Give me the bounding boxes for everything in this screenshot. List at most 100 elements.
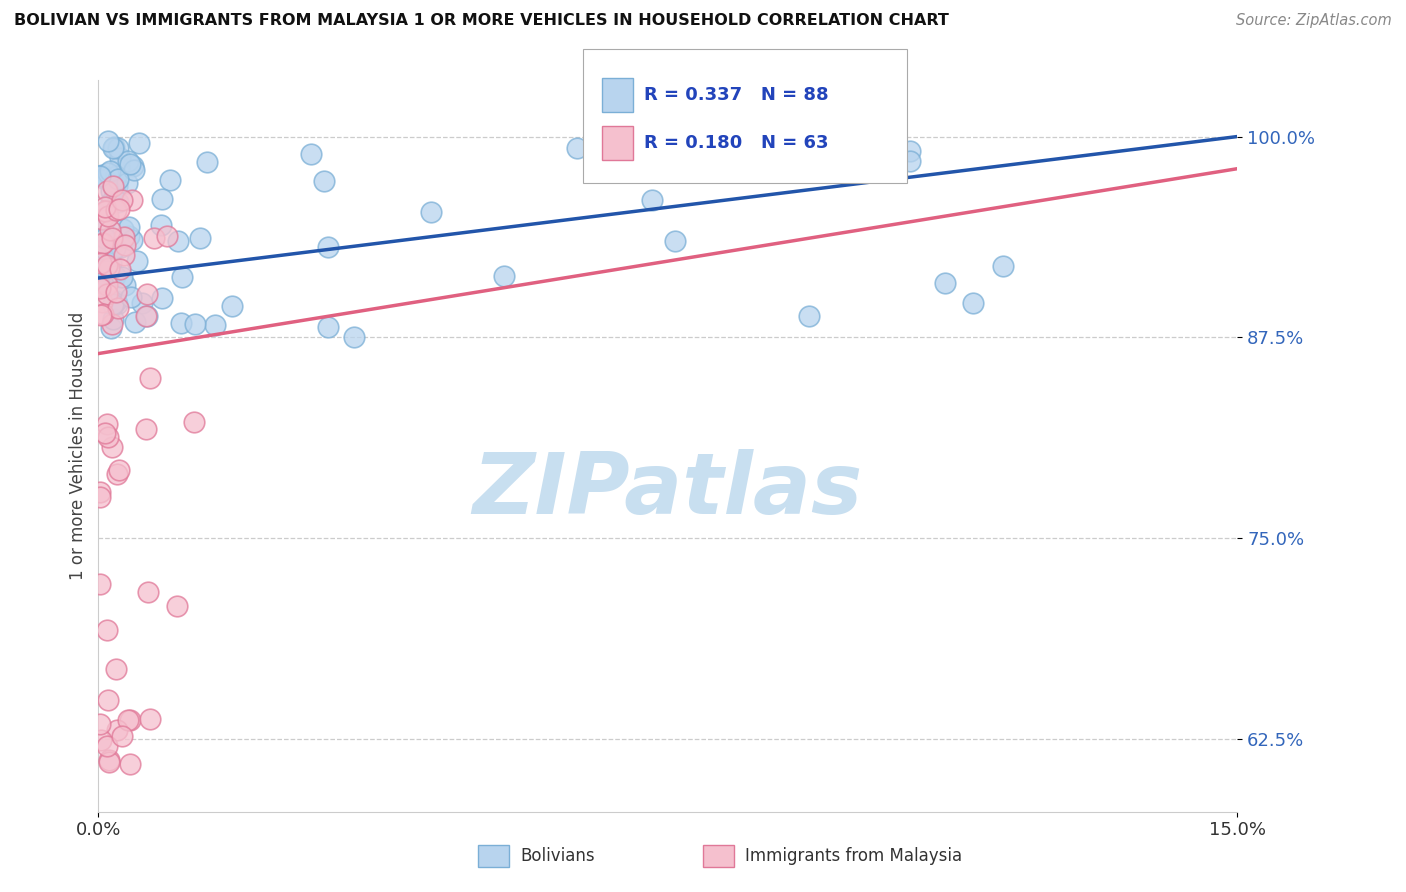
Point bbox=[97, 166, 120, 180]
Point bbox=[90, 212, 112, 227]
Point bbox=[127, 253, 149, 268]
Point bbox=[104, 294, 127, 309]
Point bbox=[101, 311, 124, 326]
Point bbox=[115, 176, 138, 190]
Point bbox=[100, 195, 122, 210]
Point bbox=[641, 193, 664, 207]
Point bbox=[114, 238, 136, 252]
Point bbox=[818, 131, 841, 145]
Point bbox=[112, 248, 135, 262]
Point bbox=[111, 194, 134, 208]
Point bbox=[105, 467, 128, 481]
Point bbox=[110, 240, 132, 254]
Point bbox=[170, 316, 193, 330]
Point bbox=[221, 299, 243, 313]
Point bbox=[120, 714, 142, 728]
Point bbox=[91, 295, 114, 310]
Point bbox=[101, 317, 124, 331]
Point bbox=[170, 270, 193, 285]
Point bbox=[103, 235, 125, 250]
Point bbox=[100, 184, 122, 198]
Point bbox=[96, 258, 118, 272]
Point bbox=[90, 277, 112, 291]
Point bbox=[91, 168, 114, 182]
Point bbox=[96, 286, 118, 301]
Point bbox=[120, 157, 142, 171]
Point bbox=[121, 233, 143, 247]
Point bbox=[120, 756, 142, 771]
Point bbox=[135, 422, 157, 436]
Point bbox=[96, 207, 118, 221]
Point bbox=[105, 169, 128, 183]
Point bbox=[89, 280, 111, 294]
Point bbox=[135, 309, 157, 323]
Point bbox=[93, 204, 115, 219]
Point bbox=[117, 228, 139, 243]
Point bbox=[184, 317, 207, 331]
Point bbox=[120, 290, 142, 304]
Point bbox=[96, 623, 118, 637]
Point bbox=[900, 154, 922, 169]
Point bbox=[131, 296, 153, 310]
Point bbox=[89, 263, 111, 277]
Point bbox=[105, 297, 128, 311]
Point bbox=[100, 231, 122, 245]
Point bbox=[934, 276, 956, 290]
Point bbox=[107, 195, 129, 210]
Point bbox=[105, 723, 128, 737]
Point bbox=[89, 279, 111, 293]
Point bbox=[104, 241, 127, 255]
Point bbox=[105, 179, 128, 194]
Point bbox=[121, 159, 143, 173]
Point bbox=[93, 230, 115, 244]
Point bbox=[107, 202, 129, 216]
Point bbox=[98, 753, 121, 767]
Point bbox=[124, 315, 146, 329]
Point bbox=[314, 174, 336, 188]
Point bbox=[96, 739, 118, 753]
Point bbox=[167, 234, 190, 248]
Point bbox=[105, 662, 128, 676]
Point bbox=[96, 277, 118, 292]
Point bbox=[112, 230, 135, 244]
Point bbox=[94, 172, 117, 186]
Point bbox=[104, 269, 127, 284]
Point bbox=[664, 234, 686, 248]
Point bbox=[96, 233, 118, 247]
Point bbox=[166, 599, 188, 613]
Point bbox=[107, 301, 129, 316]
Point bbox=[96, 264, 118, 278]
Point bbox=[104, 202, 127, 217]
Point bbox=[97, 209, 120, 223]
Y-axis label: 1 or more Vehicles in Household: 1 or more Vehicles in Household bbox=[69, 312, 87, 580]
Point bbox=[156, 229, 179, 244]
Point bbox=[108, 261, 131, 276]
Point bbox=[94, 204, 117, 219]
Point bbox=[93, 307, 115, 321]
Point bbox=[103, 140, 125, 154]
Point bbox=[90, 308, 112, 322]
Point bbox=[991, 259, 1014, 273]
Point bbox=[316, 320, 339, 334]
Point bbox=[97, 134, 120, 148]
Point bbox=[142, 231, 165, 245]
Point bbox=[100, 256, 122, 270]
Point bbox=[188, 231, 211, 245]
Point bbox=[90, 733, 112, 747]
Point bbox=[111, 269, 134, 284]
Point bbox=[318, 240, 340, 254]
Point bbox=[183, 415, 205, 429]
Point bbox=[89, 485, 111, 500]
Point bbox=[195, 155, 218, 169]
Point bbox=[98, 164, 121, 178]
Point bbox=[90, 255, 112, 269]
Text: R = 0.337   N = 88: R = 0.337 N = 88 bbox=[644, 86, 828, 103]
Point bbox=[138, 370, 160, 384]
Point bbox=[962, 296, 984, 310]
Point bbox=[111, 221, 134, 235]
Point bbox=[150, 192, 173, 206]
Point bbox=[94, 200, 117, 214]
Point bbox=[204, 318, 226, 332]
Point bbox=[108, 151, 131, 165]
Point bbox=[100, 321, 122, 335]
